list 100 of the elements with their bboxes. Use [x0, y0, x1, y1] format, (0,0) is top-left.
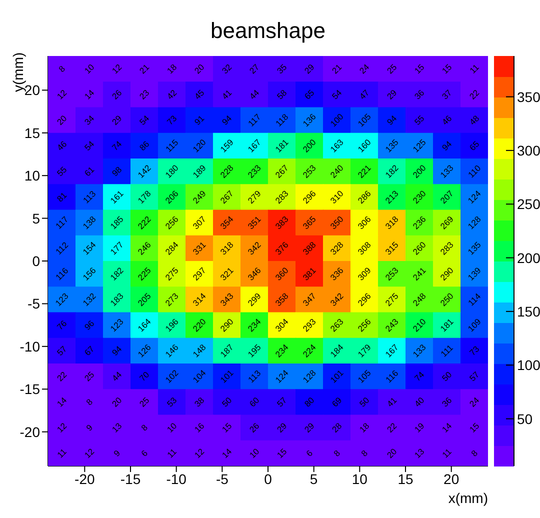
data-label: 11	[468, 62, 482, 76]
data-label: 228	[218, 162, 236, 180]
data-label: 297	[190, 265, 208, 282]
data-label: 25	[137, 394, 152, 409]
data-label: 110	[466, 162, 483, 180]
data-label: 135	[383, 136, 400, 154]
data-label: 220	[190, 316, 208, 334]
data-label: 20	[54, 112, 69, 127]
data-label: 156	[80, 265, 98, 282]
data-label: 48	[467, 112, 482, 127]
data-label: 347	[300, 290, 318, 308]
data-label: 128	[300, 368, 318, 385]
data-label: 10	[82, 62, 96, 76]
data-label: 177	[108, 239, 126, 257]
data-label: 331	[190, 239, 208, 257]
data-label: 207	[438, 188, 456, 206]
data-label: 10	[247, 446, 262, 460]
data-label: 40	[412, 394, 426, 409]
data-label: 346	[246, 265, 263, 282]
data-label: 184	[328, 342, 346, 360]
data-label: 57	[274, 394, 289, 409]
data-label: 253	[383, 265, 400, 282]
data-label: 54	[330, 87, 344, 102]
data-label: 41	[220, 87, 234, 102]
data-label: 18	[357, 420, 372, 434]
data-label: 11	[440, 446, 454, 460]
data-label: 221	[356, 162, 373, 180]
data-label: 11	[55, 446, 69, 460]
data-label: 113	[246, 368, 263, 385]
data-label: 55	[412, 112, 426, 127]
data-label: 14	[82, 87, 96, 102]
data-label: 73	[164, 112, 179, 127]
data-label: 50	[220, 394, 234, 409]
data-label: 12	[54, 87, 69, 102]
data-label: 65	[302, 87, 316, 102]
data-label: 29	[274, 420, 289, 434]
data-label: 132	[80, 290, 98, 308]
data-label: 360	[273, 265, 290, 282]
data-label: 146	[163, 342, 180, 360]
color-bar-label: 150	[517, 303, 540, 320]
data-label: 185	[108, 214, 126, 232]
data-label: 35	[274, 62, 289, 76]
data-label: 343	[218, 290, 236, 308]
data-label: 225	[136, 265, 153, 282]
data-label: 45	[192, 87, 206, 102]
data-label: 342	[328, 290, 346, 308]
data-label: 123	[108, 316, 126, 334]
data-label: 116	[383, 368, 400, 385]
data-label: 15	[274, 446, 289, 460]
data-label: 116	[53, 265, 70, 282]
data-label: 114	[466, 290, 483, 308]
data-label: 318	[383, 214, 400, 232]
y-axis-title: y(mm)	[10, 52, 26, 92]
data-label: 104	[190, 368, 208, 385]
y-tick-label: -15	[20, 381, 40, 398]
data-label: 9	[84, 422, 95, 433]
data-label: 358	[273, 290, 290, 308]
chart-title: beamshape	[210, 18, 326, 44]
data-label: 350	[328, 214, 346, 232]
data-label: 128	[466, 214, 483, 232]
data-label: 314	[190, 290, 208, 308]
x-tick-label: -15	[120, 470, 141, 487]
data-label: 381	[300, 265, 318, 282]
data-label: 6	[139, 448, 150, 458]
data-label: 76	[54, 318, 69, 332]
y-tick-label: 15	[24, 124, 40, 141]
data-label: 118	[273, 112, 290, 128]
data-label: 41	[384, 394, 399, 409]
color-bar-label: 250	[517, 196, 540, 212]
data-label: 284	[163, 239, 180, 257]
data-label: 29	[384, 87, 399, 102]
data-label: 20	[384, 446, 399, 460]
data-label: 267	[218, 188, 236, 206]
data-label: 243	[383, 316, 400, 334]
data-label: 195	[246, 342, 263, 360]
data-label: 8	[139, 422, 150, 433]
data-label: 200	[300, 136, 318, 154]
data-label: 13	[110, 420, 124, 434]
data-label: 336	[328, 265, 346, 282]
data-label: 117	[53, 214, 70, 231]
data-label: 286	[356, 188, 373, 206]
data-label: 250	[438, 290, 456, 308]
x-tick-label: 5	[310, 470, 318, 487]
data-label: 22	[467, 87, 482, 102]
data-label: 69	[330, 394, 344, 409]
data-label: 388	[300, 239, 318, 257]
data-label: 248	[410, 290, 428, 308]
data-label: 139	[466, 265, 483, 282]
data-label: 22	[54, 369, 69, 384]
data-label: 101	[218, 368, 236, 385]
data-label: 318	[218, 239, 236, 257]
y-tick-label: 0	[32, 252, 40, 269]
data-label: 13	[412, 446, 426, 460]
data-label: 180	[163, 162, 180, 180]
data-label: 29	[110, 112, 124, 127]
x-tick-label: 15	[398, 470, 414, 487]
data-label: 159	[218, 136, 236, 154]
data-label: 38	[192, 394, 206, 409]
data-label: 187	[218, 342, 236, 360]
data-label: 29	[302, 420, 316, 434]
